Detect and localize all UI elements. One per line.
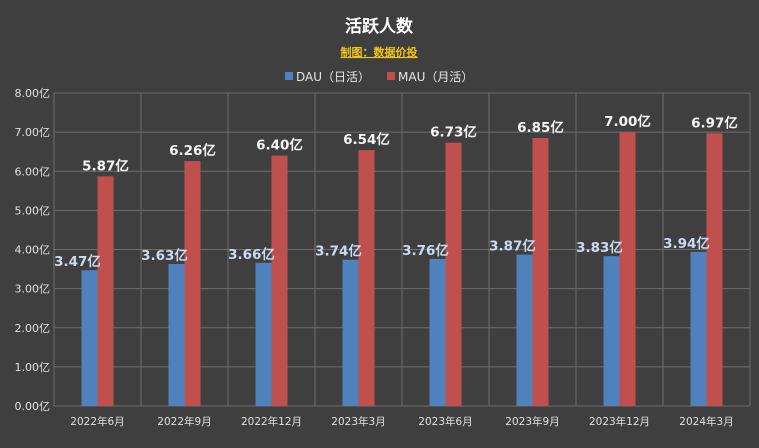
bar-mau xyxy=(184,161,201,406)
data-label-dau: 3.87亿 xyxy=(489,238,536,255)
data-label-mau: 6.73亿 xyxy=(430,124,477,141)
data-label-dau: 3.63亿 xyxy=(141,247,188,264)
x-tick-label: 2023年12月 xyxy=(589,415,650,428)
legend-swatch-mau xyxy=(387,72,395,80)
bar-dau xyxy=(690,251,707,406)
x-tick-label: 2022年12月 xyxy=(241,415,302,428)
y-tick-label: 4.00亿 xyxy=(15,244,51,257)
data-label-dau: 3.66亿 xyxy=(228,246,275,263)
y-tick-label: 1.00亿 xyxy=(15,361,51,374)
legend-label-dau: DAU（日活） xyxy=(296,70,370,84)
bar-mau xyxy=(445,142,462,406)
x-tick-label: 2023年9月 xyxy=(505,415,559,428)
data-label-mau: 5.87亿 xyxy=(82,157,129,174)
chart-title: 活跃人数 xyxy=(345,16,414,37)
x-tick-label: 2024年3月 xyxy=(679,415,733,428)
bar-mau xyxy=(706,133,723,406)
data-label-dau: 3.76亿 xyxy=(402,242,449,259)
legend: DAU（日活） MAU（月活） xyxy=(285,70,473,84)
bar-mau xyxy=(358,150,375,406)
bar-dau xyxy=(429,258,446,406)
y-tick-label: 7.00亿 xyxy=(15,126,51,139)
bar-dau xyxy=(168,263,185,406)
bar-dau xyxy=(81,270,98,406)
bar-mau xyxy=(97,176,114,406)
data-label-mau: 6.40亿 xyxy=(256,137,303,154)
bar-mau xyxy=(619,132,636,406)
data-label-dau: 3.94亿 xyxy=(663,235,710,252)
y-axis-ticks: 0.00亿 1.00亿 2.00亿 3.00亿 4.00亿 5.00亿 6.00亿 7.00亿… xyxy=(15,87,51,413)
data-label-mau: 6.26亿 xyxy=(169,142,216,159)
legend-label-mau: MAU（月活） xyxy=(398,70,473,84)
bars xyxy=(81,132,723,406)
bar-mau xyxy=(271,155,288,406)
y-tick-label: 5.00亿 xyxy=(15,204,51,217)
y-tick-label: 6.00亿 xyxy=(15,165,51,178)
bar-dau xyxy=(516,254,533,406)
legend-swatch-dau xyxy=(285,72,293,80)
x-tick-label: 2023年6月 xyxy=(418,415,472,428)
data-label-mau: 7.00亿 xyxy=(604,113,651,130)
bar-dau xyxy=(342,259,359,406)
y-tick-label: 3.00亿 xyxy=(15,283,51,296)
y-tick-label: 0.00亿 xyxy=(15,400,51,413)
y-tick-label: 2.00亿 xyxy=(15,322,51,335)
data-label-mau: 6.54亿 xyxy=(343,131,390,148)
y-tick-label: 8.00亿 xyxy=(15,87,51,100)
bar-mau xyxy=(532,137,549,406)
bar-dau xyxy=(255,262,272,406)
data-label-dau: 3.47亿 xyxy=(54,253,101,270)
data-label-dau: 3.74亿 xyxy=(315,243,362,260)
data-label-mau: 6.85亿 xyxy=(517,119,564,136)
data-labels: 3.47亿 5.87亿 3.63亿 6.26亿 3.66亿 6.40亿 3.74亿 6.54亿… xyxy=(54,113,738,270)
x-tick-label: 2022年6月 xyxy=(70,415,124,428)
bar-dau xyxy=(603,256,620,406)
x-tick-label: 2022年9月 xyxy=(157,415,211,428)
chart-subtitle: 制图：数据价投 xyxy=(341,45,418,59)
x-axis-ticks: 2022年6月 2022年9月 2022年12月 2023年3月 2023年6月 2023… xyxy=(70,415,733,428)
data-label-mau: 6.97亿 xyxy=(691,114,738,131)
data-label-dau: 3.83亿 xyxy=(576,239,623,256)
x-tick-label: 2023年3月 xyxy=(331,415,385,428)
